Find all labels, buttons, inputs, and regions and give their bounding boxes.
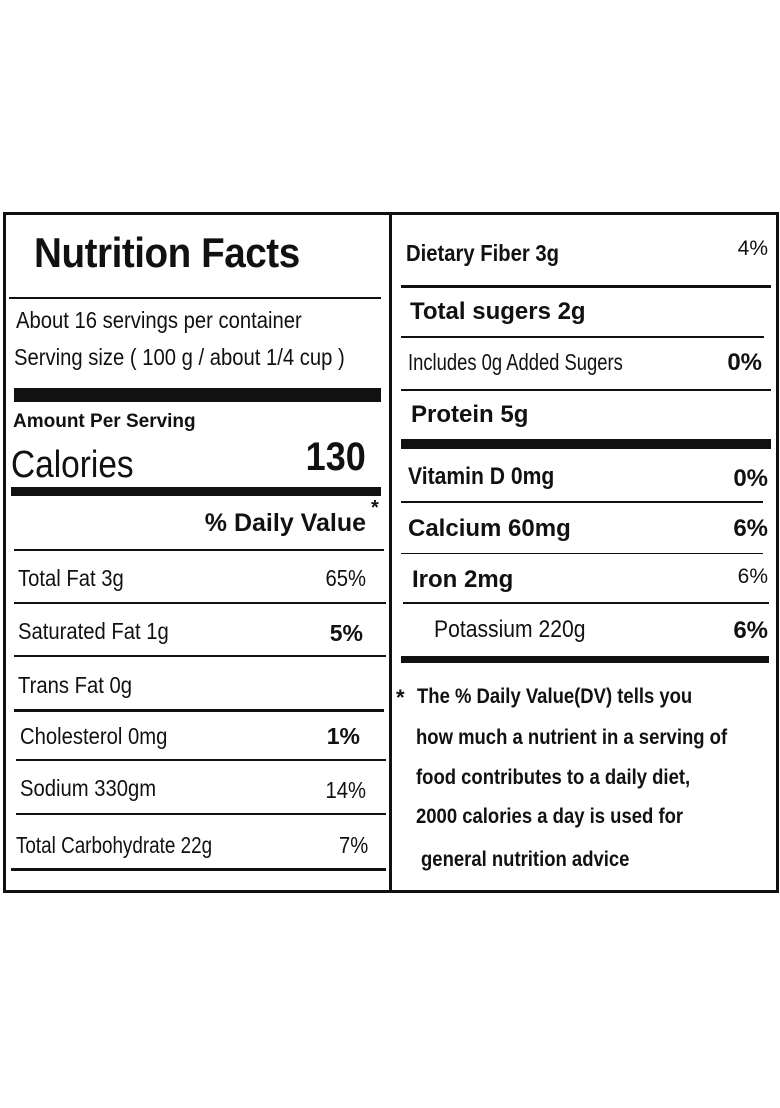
nutrient-potassium: Potassium 220g: [434, 616, 586, 643]
nutrient-iron: Iron 2mg: [412, 566, 514, 593]
nutrient-total-sugars: Total sugers 2g: [410, 298, 586, 325]
row-rule: [401, 336, 764, 338]
row-rule: [14, 655, 386, 657]
dv-total-carbohydrate: 7%: [338, 832, 368, 858]
dv-iron: 6%: [737, 565, 768, 588]
servings-per-container: About 16 servings per container: [16, 307, 302, 333]
row-rule: [401, 553, 763, 554]
nutrient-added-sugars: Includes 0g Added Sugers: [408, 349, 623, 375]
nutrient-total-fat: Total Fat 3g: [18, 565, 124, 591]
row-rule: [16, 759, 386, 761]
daily-value-header: % Daily Value: [204, 509, 366, 537]
nutrient-total-carbohydrate: Total Carbohydrate 22g: [16, 832, 213, 858]
daily-value-asterisk: *: [371, 497, 379, 519]
row-rule: [401, 501, 763, 503]
nutrient-trans-fat: Trans Fat 0g: [18, 672, 133, 698]
dv-cholesterol: 1%: [326, 723, 360, 749]
thick-rule-protein: [401, 439, 771, 449]
nutrient-calcium: Calcium 60mg: [408, 515, 571, 542]
thick-rule-potassium: [401, 656, 769, 663]
row-rule: [14, 709, 384, 712]
footnote-line-3: food contributes to a daily diet,: [416, 766, 691, 789]
dv-rule: [14, 549, 384, 551]
nutrient-vitamin-d: Vitamin D 0mg: [408, 463, 555, 490]
dv-saturated-fat: 5%: [329, 620, 363, 646]
nutrient-saturated-fat: Saturated Fat 1g: [18, 618, 169, 644]
dv-sodium: 14%: [325, 777, 366, 803]
row-rule: [14, 602, 386, 604]
title-rule: [9, 297, 381, 299]
row-rule: [401, 285, 771, 288]
nutrient-protein: Protein 5g: [411, 401, 529, 428]
dv-total-fat: 65%: [325, 565, 366, 591]
dv-dietary-fiber: 4%: [737, 237, 768, 260]
footnote-line-5: general nutrition advice: [421, 848, 630, 871]
calories-label: Calories: [11, 444, 134, 486]
footnote-line-2: how much a nutrient in a serving of: [416, 726, 728, 749]
dv-vitamin-d: 0%: [733, 465, 768, 492]
thick-rule-calories: [11, 487, 381, 496]
dv-added-sugars: 0%: [727, 349, 762, 376]
serving-size: Serving size ( 100 g / about 1/4 cup ): [14, 344, 345, 370]
amount-per-serving: Amount Per Serving: [13, 411, 196, 432]
footnote-line-1: The % Daily Value(DV) tells you: [417, 685, 693, 708]
row-rule: [401, 389, 771, 391]
nutrient-dietary-fiber: Dietary Fiber 3g: [406, 240, 559, 266]
calories-value: 130: [305, 435, 366, 479]
row-rule: [11, 868, 386, 871]
dv-calcium: 6%: [733, 515, 768, 542]
label-title: Nutrition Facts: [34, 229, 300, 276]
thick-rule-serving: [14, 388, 381, 402]
row-rule: [403, 602, 769, 604]
nutrient-sodium: Sodium 330gm: [20, 775, 157, 801]
row-rule: [16, 813, 386, 815]
nutrient-cholesterol: Cholesterol 0mg: [20, 723, 168, 749]
column-divider: [389, 215, 392, 890]
nutrition-facts-label: Nutrition Facts About 16 servings per co…: [3, 212, 779, 893]
footnote-line-4: 2000 calories a day is used for: [416, 805, 684, 828]
footnote-asterisk: *: [396, 685, 405, 710]
dv-potassium: 6%: [733, 617, 768, 644]
